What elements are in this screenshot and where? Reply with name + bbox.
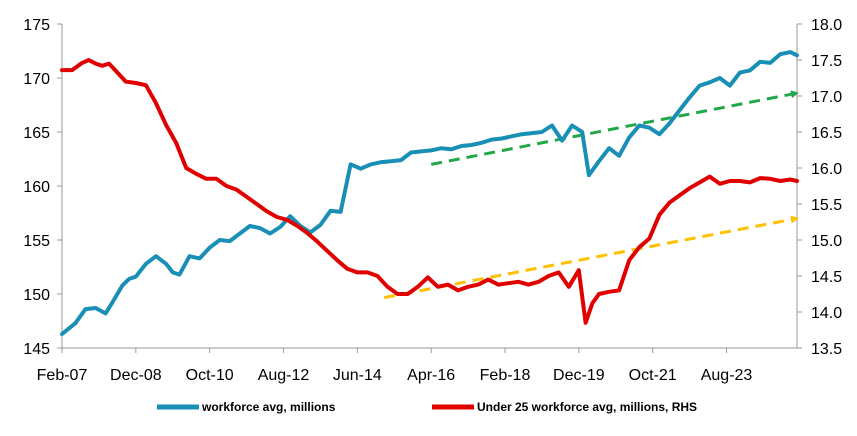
right-tick-label: 16.0	[811, 161, 842, 178]
series-line-workforce	[60, 50, 799, 336]
right-tick-label: 14.0	[811, 305, 842, 322]
series-lines	[60, 50, 799, 336]
right-tick-label: 16.5	[811, 125, 842, 142]
right-tick-label: 15.0	[811, 233, 842, 250]
series-line-under25	[60, 58, 799, 325]
trend-arrows	[383, 90, 799, 300]
x-tick-label: Feb-07	[37, 367, 88, 384]
left-tick-label: 175	[23, 17, 50, 34]
legend-label-under25: Under 25 workforce avg, millions, RHS	[477, 400, 697, 414]
left-tick-label: 170	[23, 71, 50, 88]
right-tick-label: 17.5	[811, 53, 842, 70]
left-tick-label: 150	[23, 287, 50, 304]
x-tick-label: Feb-18	[480, 367, 531, 384]
left-tick-label: 165	[23, 125, 50, 142]
legend-label-workforce: workforce avg, millions	[201, 400, 336, 414]
right-tick-label: 18.0	[811, 17, 842, 34]
right-tick-label: 14.5	[811, 269, 842, 286]
x-tick-label: Dec-19	[553, 367, 605, 384]
axes: 145 150 155 160 165 170 175 13.5 14.0 14.5 15.0 15.…	[23, 17, 842, 384]
x-tick-label: Apr-16	[407, 367, 455, 384]
left-tick-label: 145	[23, 341, 50, 358]
x-tick-label: Oct-10	[186, 367, 234, 384]
right-tick-label: 15.5	[811, 197, 842, 214]
legend: workforce avg, millions Under 25 workfor…	[157, 400, 697, 414]
x-tick-label: Dec-08	[110, 367, 162, 384]
x-tick-label: Oct-21	[629, 367, 677, 384]
right-tick-label: 13.5	[811, 341, 842, 358]
x-tick-label: Aug-12	[258, 367, 310, 384]
x-tick-label: Aug-23	[701, 367, 753, 384]
right-tick-label: 17.0	[811, 89, 842, 106]
trend-arrow-green	[430, 90, 799, 166]
x-tick-label: Jun-14	[333, 367, 382, 384]
left-tick-label: 155	[23, 233, 50, 250]
left-tick-label: 160	[23, 179, 50, 196]
trend-arrow-yellow	[383, 215, 799, 300]
